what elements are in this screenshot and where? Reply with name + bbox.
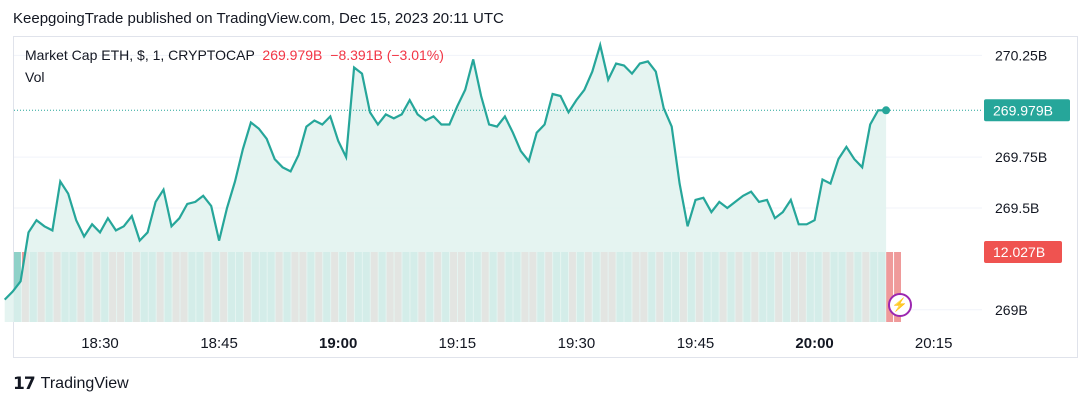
volume-bar [894, 252, 901, 322]
legend: Market Cap ETH, $, 1, CRYPTOCAP 269.979B… [25, 47, 444, 63]
x-tick-label: 19:30 [558, 335, 596, 352]
y-tick-label: 269B [995, 302, 1028, 318]
x-tick-label: 20:00 [795, 335, 833, 352]
x-tick-label: 18:30 [81, 335, 119, 352]
x-axis: 18:30 18:45 19:00 19:15 19:30 19:45 20:00 20:15 [81, 335, 952, 352]
y-tick-label: 269.5B [995, 200, 1039, 216]
x-tick-label: 19:45 [677, 335, 715, 352]
x-tick-label: 19:15 [439, 335, 477, 352]
last-price-dot [882, 106, 891, 115]
legend-change: −8.391B (−3.01%) [330, 47, 444, 63]
last-price-label: 269.979B [993, 102, 1053, 118]
lightning-icon[interactable]: ⚡ [888, 293, 912, 317]
x-tick-label: 20:15 [915, 335, 953, 352]
price-area [4, 45, 887, 322]
last-price-label-box [984, 99, 1070, 122]
volume-legend-label: Vol [25, 69, 45, 85]
publisher-line: KeepgoingTrade published on TradingView.… [13, 10, 504, 27]
legend-price: 269.979B [262, 47, 323, 63]
price-line [3, 40, 887, 301]
footer: 17 TradingView [13, 374, 129, 394]
tradingview-logo-icon: 17 [13, 374, 36, 394]
chart-frame[interactable] [13, 36, 1078, 358]
x-tick-label: 18:45 [200, 335, 238, 352]
volume-value-label-box [984, 241, 1062, 263]
y-axis: 270.25B 269.75B 269.5B 269B [995, 47, 1047, 317]
volume-value-label: 12.027B [993, 244, 1045, 260]
y-tick-label: 269.75B [995, 149, 1047, 165]
x-tick-label: 19:00 [319, 335, 357, 352]
legend-symbol: Market Cap ETH, $, 1, CRYPTOCAP [25, 47, 255, 63]
volume-bar [886, 252, 894, 322]
price-labels: 269.979B 12.027B [14, 99, 1070, 263]
y-tick-label: 270.25B [995, 47, 1047, 63]
footer-brand: TradingView [40, 375, 129, 392]
